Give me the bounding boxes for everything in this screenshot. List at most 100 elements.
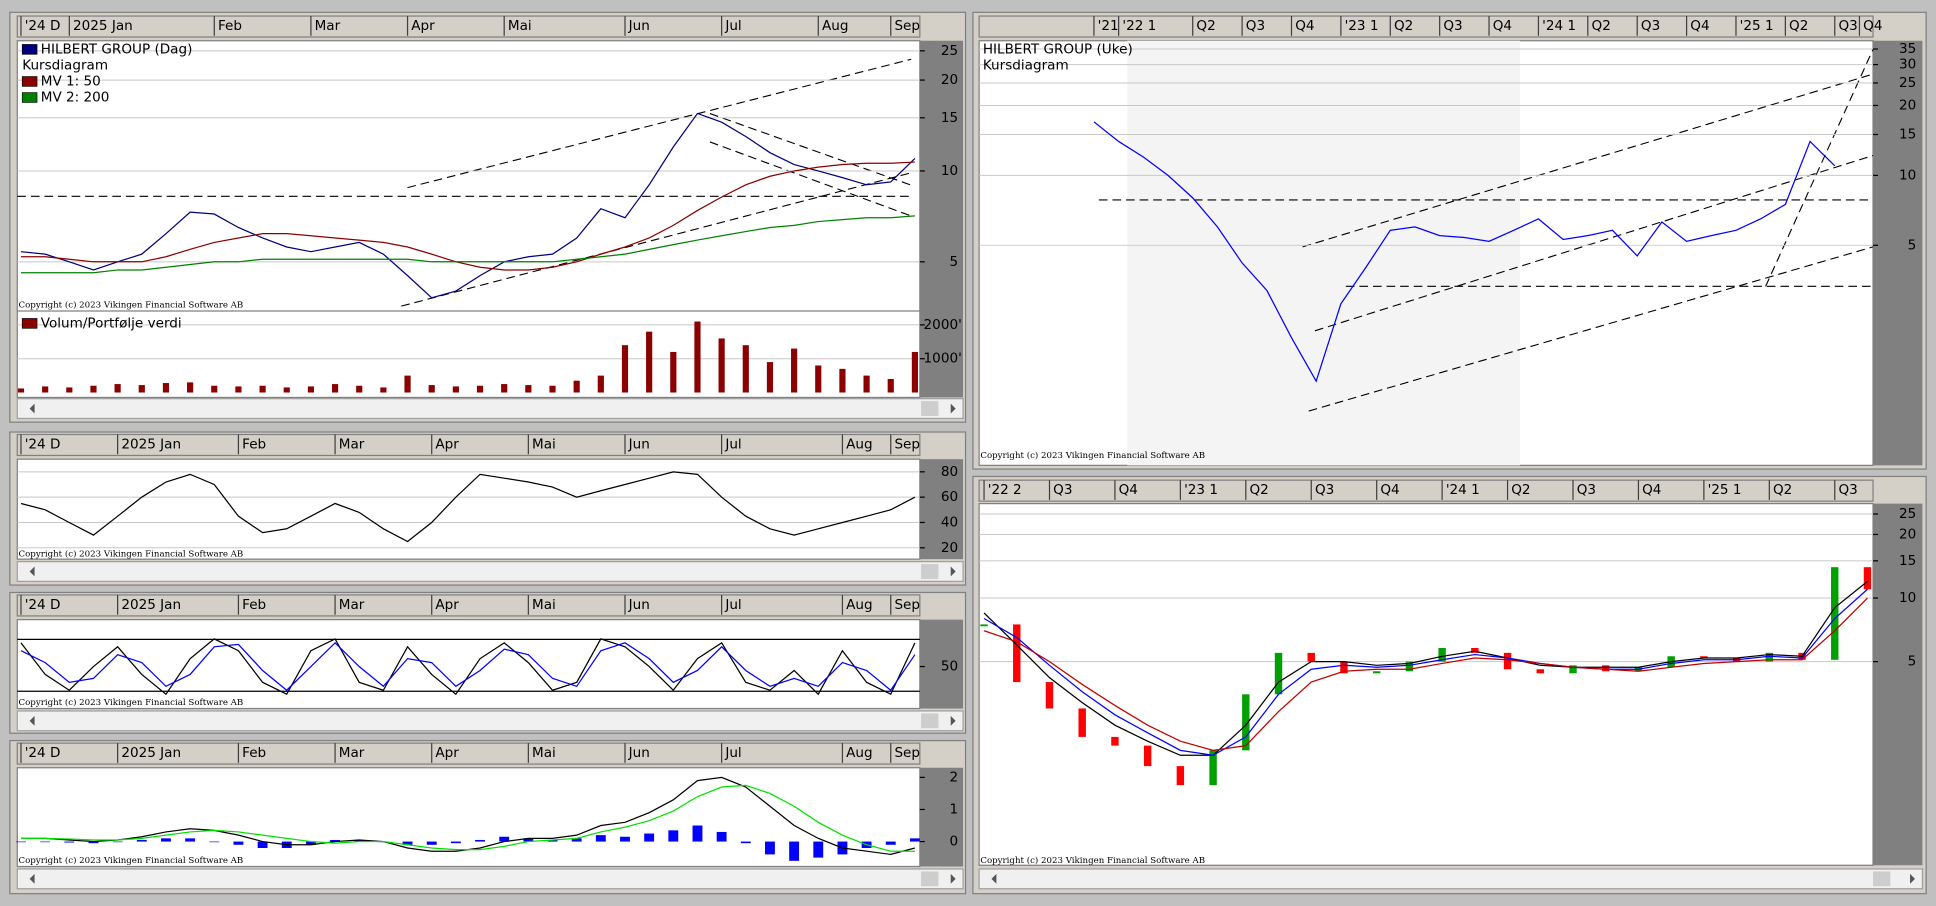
candle xyxy=(1405,661,1414,672)
y-tick-label: 10 xyxy=(1899,167,1916,183)
x-tick-label: Q3 xyxy=(1443,18,1462,34)
x-tick-label: Q2 xyxy=(1592,18,1611,34)
bar xyxy=(863,375,870,393)
x-tick-label: Jun xyxy=(628,436,650,452)
bar xyxy=(815,365,822,393)
scroll-thumb[interactable] xyxy=(921,713,939,729)
scroll-thumb[interactable] xyxy=(921,871,939,887)
scroll-left[interactable] xyxy=(991,873,997,884)
trend-line xyxy=(1308,246,1874,412)
bar xyxy=(88,841,99,844)
bar xyxy=(525,385,532,393)
y-tick-label: 1000' xyxy=(924,351,962,367)
bar xyxy=(259,385,266,393)
bar xyxy=(499,836,510,842)
y-tick-label: 60 xyxy=(941,489,958,505)
x-tick-label: 2025 Jan xyxy=(121,436,181,452)
scrollbar[interactable] xyxy=(978,868,1924,890)
scrollbar[interactable] xyxy=(16,561,964,582)
x-tick-label: Mar xyxy=(339,436,365,452)
x-tick-label: Aug xyxy=(822,18,848,34)
candle xyxy=(1700,656,1708,659)
panel-stochastic xyxy=(9,591,967,734)
y-tick-label: 10 xyxy=(1899,590,1916,606)
bar xyxy=(428,385,435,393)
trend-line xyxy=(401,172,912,307)
legend-swatch xyxy=(21,76,38,87)
x-tick-label: Q4 xyxy=(1690,18,1709,34)
y-tick-label: 2 xyxy=(949,769,958,785)
x-tick-label: Q2 xyxy=(1196,18,1215,34)
x-tick-label: Feb xyxy=(218,18,242,34)
bar xyxy=(476,385,484,393)
chart-label: Volum/Portfølje verdi xyxy=(41,315,182,331)
x-tick-label: Mar xyxy=(339,597,365,613)
x-tick-label: Sep xyxy=(894,597,920,613)
series-line xyxy=(983,588,1868,756)
x-tick-label: 2025 Jan xyxy=(73,18,133,34)
scrollbar[interactable] xyxy=(16,710,964,732)
x-tick-label: Q4 xyxy=(1863,18,1882,34)
x-tick-label: 2025 Jan xyxy=(121,597,181,613)
scroll-right[interactable] xyxy=(950,715,956,726)
candle xyxy=(1013,624,1021,683)
y-tick-label: 20 xyxy=(1899,97,1916,113)
bar xyxy=(716,831,727,842)
bar xyxy=(162,383,170,393)
bar xyxy=(90,385,97,393)
scroll-thumb[interactable] xyxy=(921,564,939,579)
panel-rsi xyxy=(9,431,967,586)
candle xyxy=(1863,567,1872,590)
scroll-left[interactable] xyxy=(29,715,35,726)
shade xyxy=(1127,40,1520,466)
bar xyxy=(839,368,846,393)
scroll-thumb[interactable] xyxy=(921,401,939,416)
candle xyxy=(1143,745,1152,767)
candle xyxy=(1569,665,1577,674)
scroll-right[interactable] xyxy=(950,403,956,414)
scroll-right[interactable] xyxy=(1910,873,1916,884)
x-tick-label: Feb xyxy=(242,436,266,452)
bar xyxy=(209,841,220,843)
axis-row xyxy=(978,479,1874,502)
bar xyxy=(452,386,459,393)
legend-label: MV 1: 50 xyxy=(41,73,101,89)
x-tick-label: Q3 xyxy=(1246,18,1265,34)
axis-row xyxy=(16,742,921,765)
y-tick-label: 15 xyxy=(1899,126,1916,142)
scroll-left[interactable] xyxy=(29,873,35,884)
value-axis xyxy=(919,619,964,709)
scroll-right[interactable] xyxy=(950,566,956,577)
scroll-right[interactable] xyxy=(950,873,956,884)
x-tick-label: Q2 xyxy=(1789,18,1808,34)
x-tick-label: Jul xyxy=(724,18,741,34)
axis-row xyxy=(16,433,921,457)
y-tick-label: 5 xyxy=(1908,237,1917,253)
bar xyxy=(791,348,798,393)
scroll-left[interactable] xyxy=(29,403,35,414)
x-tick-label: Q3 xyxy=(1838,482,1857,498)
y-tick-label: 30 xyxy=(1899,57,1916,73)
scrollbar[interactable] xyxy=(16,398,964,420)
bar xyxy=(692,825,703,842)
bar xyxy=(136,839,147,842)
scrollbar[interactable] xyxy=(16,868,964,890)
scroll-left[interactable] xyxy=(29,566,35,577)
bar xyxy=(402,841,413,845)
bar xyxy=(887,378,894,393)
value-axis xyxy=(1873,503,1923,866)
y-tick-label: 25 xyxy=(1899,75,1916,91)
bar xyxy=(450,841,461,844)
x-tick-label: '24 D xyxy=(25,436,61,452)
scroll-thumb[interactable] xyxy=(1873,871,1891,887)
candle xyxy=(1503,652,1512,670)
bar xyxy=(404,375,411,393)
x-tick-label: Q4 xyxy=(1119,482,1138,498)
trend-line xyxy=(709,141,912,217)
bar xyxy=(765,841,775,855)
bar xyxy=(42,386,49,393)
bar xyxy=(112,841,123,843)
series-line xyxy=(20,112,916,299)
candle xyxy=(1765,652,1774,662)
